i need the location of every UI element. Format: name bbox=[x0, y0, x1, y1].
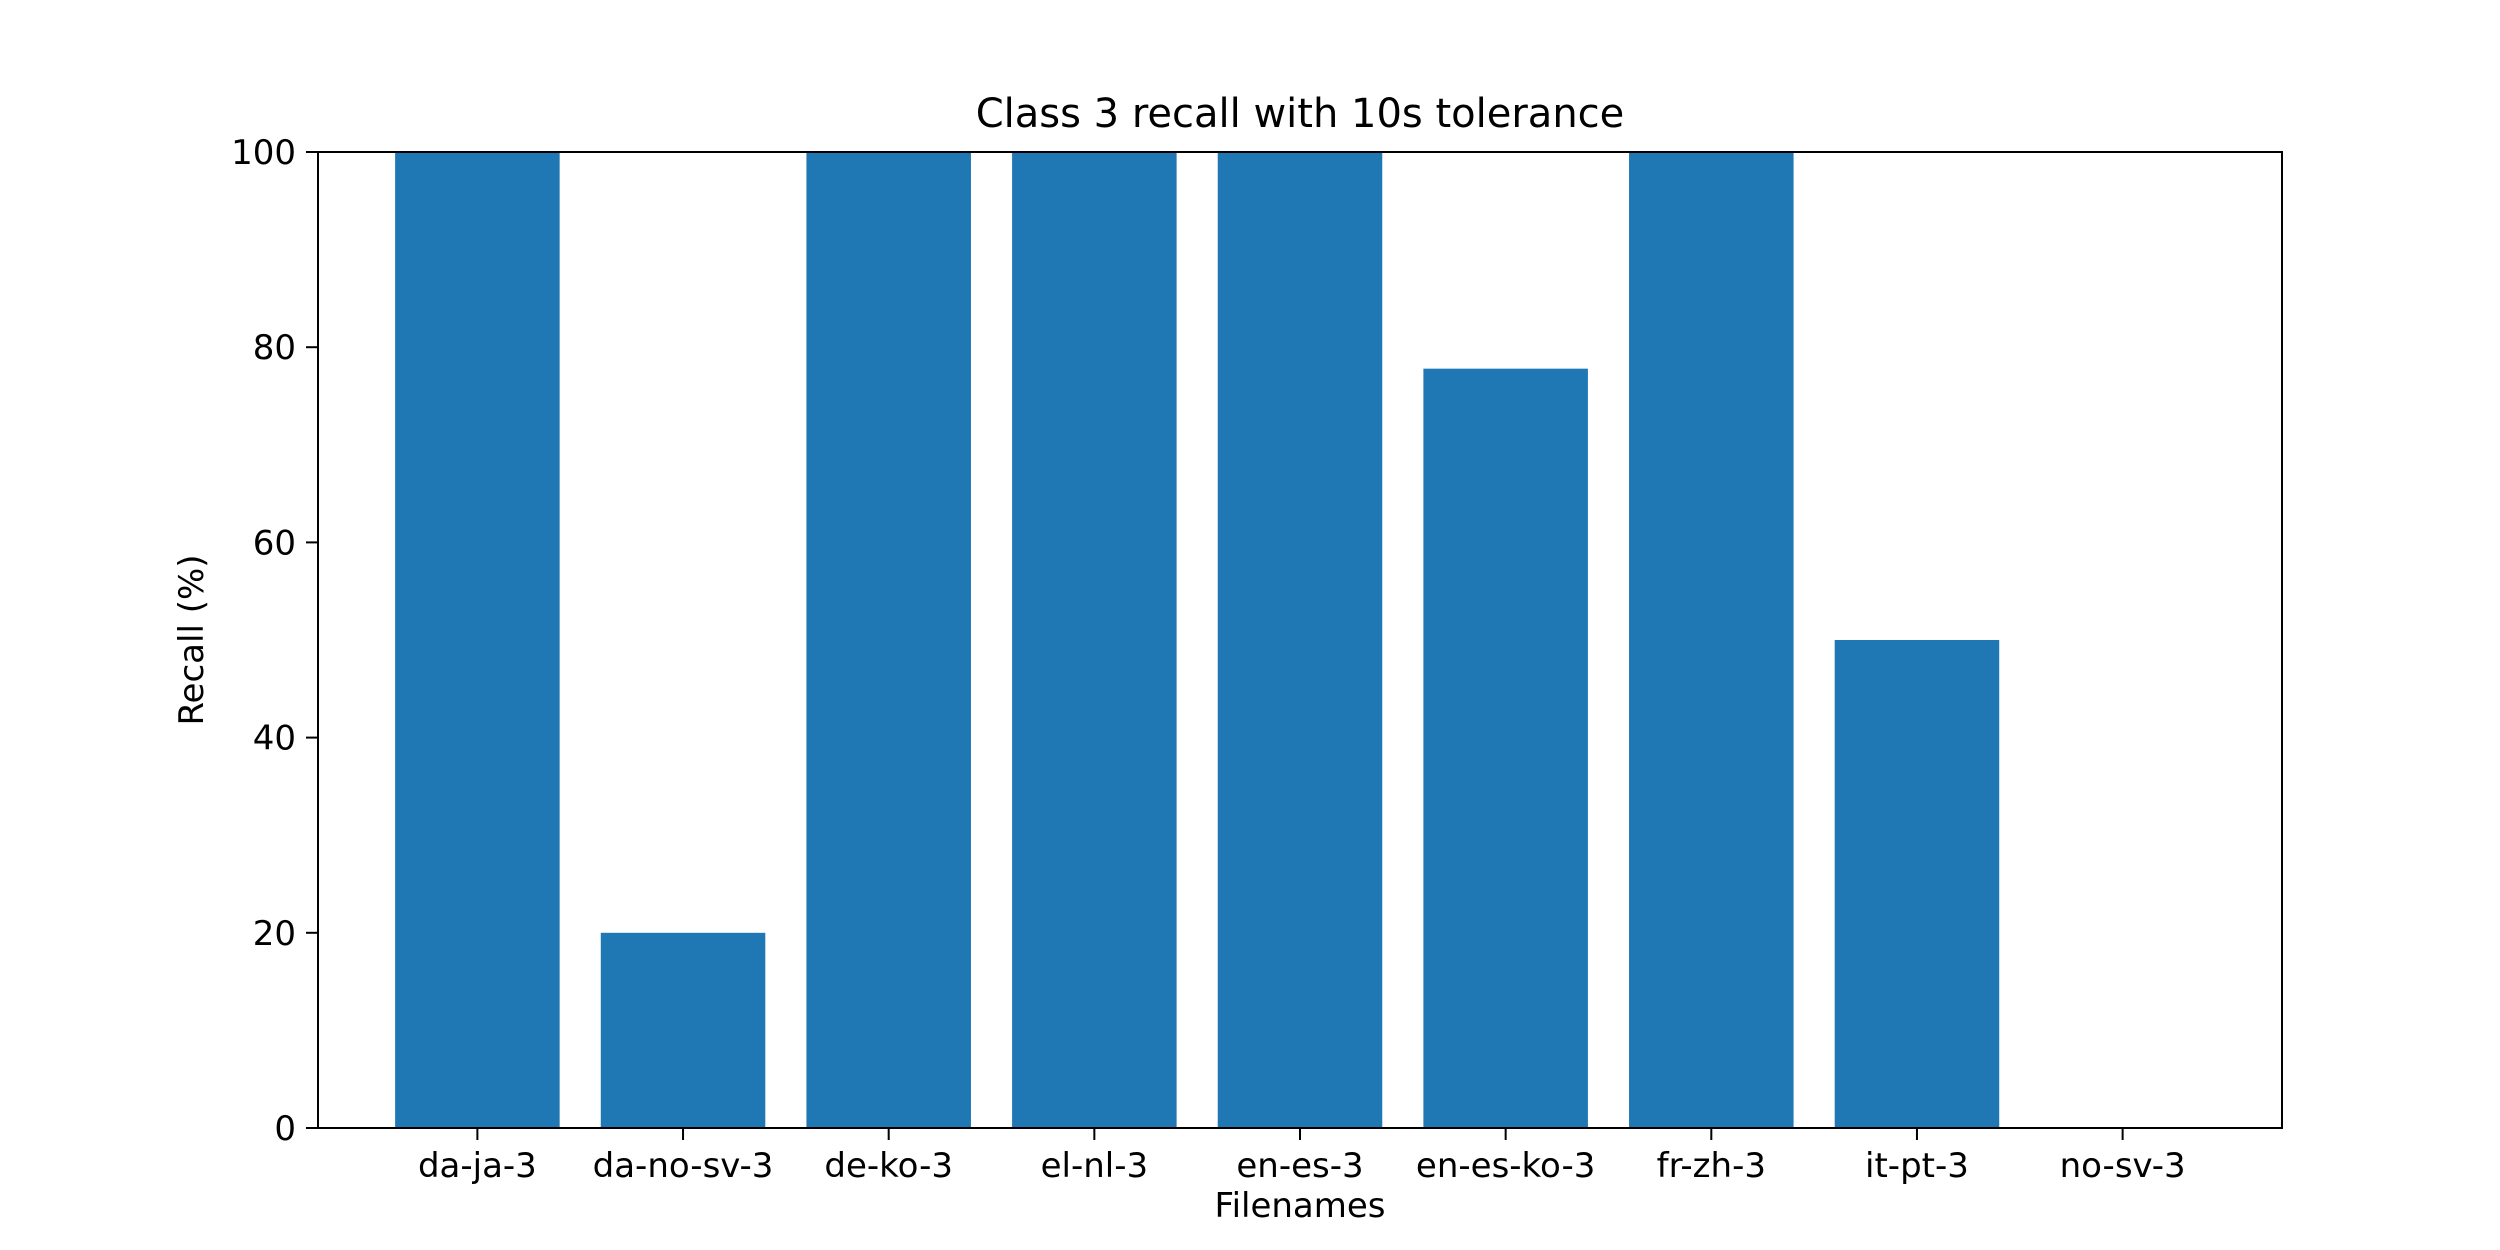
y-tick-label: 40 bbox=[253, 719, 296, 759]
x-tick-label: fr-zh-3 bbox=[1657, 1146, 1766, 1186]
y-tick-label: 0 bbox=[274, 1109, 296, 1149]
y-axis-label: Recall (%) bbox=[172, 554, 212, 725]
bar-fr-zh-3 bbox=[1629, 152, 1794, 1128]
x-tick-label: el-nl-3 bbox=[1041, 1146, 1149, 1186]
x-tick-label: da-no-sv-3 bbox=[593, 1146, 774, 1186]
x-axis-ticks: da-ja-3 da-no-sv-3 de-ko-3 el-nl-3 en-es-3 en… bbox=[418, 1128, 2186, 1186]
bar-it-pt-3 bbox=[1834, 640, 2000, 1128]
x-axis-label: Filenames bbox=[1214, 1186, 1385, 1226]
bar-da-no-sv-3 bbox=[600, 932, 766, 1128]
x-tick-label: it-pt-3 bbox=[1865, 1146, 1969, 1186]
y-tick-label: 20 bbox=[253, 914, 296, 954]
bar-da-ja-3 bbox=[395, 152, 560, 1128]
bar-en-es-3 bbox=[1217, 152, 1383, 1128]
x-tick-label: en-es-3 bbox=[1236, 1146, 1363, 1186]
bars-group bbox=[395, 152, 2000, 1128]
x-tick-label: en-es-ko-3 bbox=[1416, 1146, 1595, 1186]
x-tick-label: no-sv-3 bbox=[2060, 1146, 2186, 1186]
y-axis-ticks: 0 20 40 60 80 100 bbox=[231, 133, 318, 1149]
chart-title: Class 3 recall with 10s tolerance bbox=[976, 91, 1625, 137]
bar-de-ko-3 bbox=[806, 152, 971, 1128]
x-tick-label: de-ko-3 bbox=[824, 1146, 953, 1186]
y-tick-label: 80 bbox=[253, 328, 296, 368]
bar-en-es-ko-3 bbox=[1423, 368, 1588, 1128]
y-tick-label: 60 bbox=[253, 523, 296, 563]
y-tick-label: 100 bbox=[231, 133, 296, 173]
bar-el-nl-3 bbox=[1012, 152, 1177, 1128]
x-tick-label: da-ja-3 bbox=[418, 1146, 537, 1186]
